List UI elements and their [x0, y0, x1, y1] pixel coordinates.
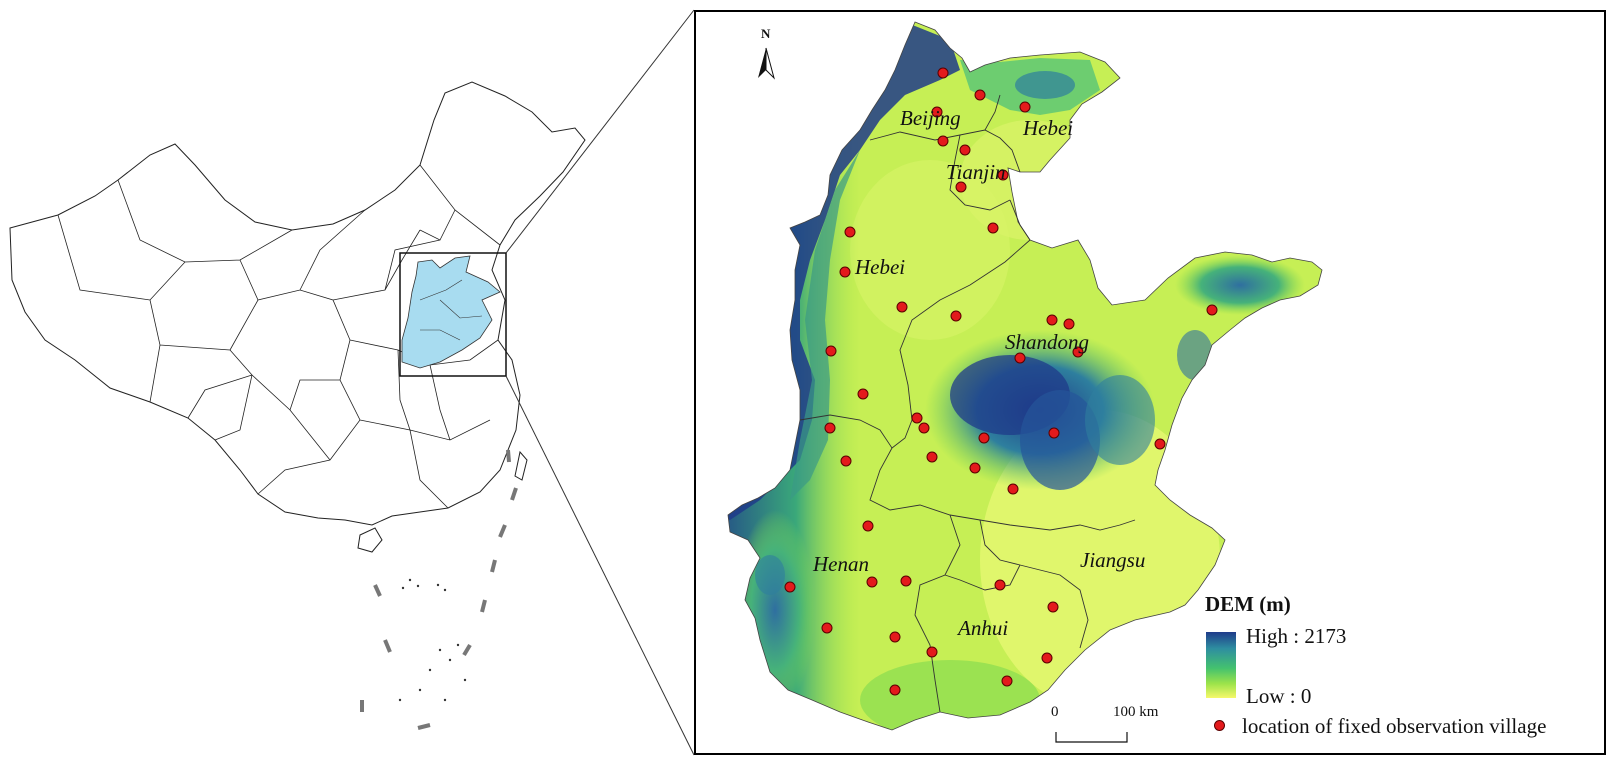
village-point [900, 575, 912, 587]
village-point [987, 222, 999, 234]
village-point [969, 462, 981, 474]
village-point [926, 451, 938, 463]
village-point [1154, 438, 1166, 450]
village-point [994, 579, 1006, 591]
village-point [911, 412, 923, 424]
village-points [784, 67, 1218, 696]
village-point [784, 581, 796, 593]
dem-raster [728, 22, 1322, 730]
village-point [844, 226, 856, 238]
island-dots [398, 578, 467, 702]
village-point [937, 135, 949, 147]
label-henan: Henan [813, 552, 869, 576]
label-tianjin: Tianjin [946, 160, 1006, 184]
legend-low-label: Low : 0 [1246, 684, 1312, 708]
village-point [1019, 101, 1031, 113]
village-point [825, 345, 837, 357]
north-arrow [758, 47, 775, 80]
village-point [1206, 304, 1218, 316]
label-hebei: Hebei [855, 255, 906, 279]
village-point [889, 684, 901, 696]
village-point [862, 520, 874, 532]
study-area-overview [401, 255, 501, 369]
village-point [857, 388, 869, 400]
study-area-provinces-overview [419, 279, 483, 341]
label-shandong: Shandong [1005, 330, 1089, 354]
legend-color-ramp [1206, 632, 1236, 698]
legend-village-symbol [1214, 720, 1225, 731]
village-point [1041, 652, 1053, 664]
village-point [978, 432, 990, 444]
label-jiangsu: Jiangsu [1080, 548, 1146, 572]
label-anhui: Anhui [958, 616, 1009, 640]
nine-dash-line [360, 449, 518, 730]
scale-bar [1055, 732, 1128, 743]
label-hebei-ne: Hebei [1023, 116, 1074, 140]
legend-village-label: location of fixed observation village [1242, 714, 1547, 738]
village-point [1048, 427, 1060, 439]
village-point [955, 181, 967, 193]
village-point [840, 455, 852, 467]
north-label: N [761, 26, 771, 41]
label-beijing: Beijing [900, 106, 961, 130]
village-point [824, 422, 836, 434]
village-point [1072, 346, 1084, 358]
village-point [1047, 601, 1059, 613]
connector-line-bottom [505, 375, 695, 756]
village-point [997, 169, 1009, 181]
village-point [937, 67, 949, 79]
village-point [1007, 483, 1019, 495]
village-point [974, 89, 986, 101]
scale-zero-label: 0 [1051, 704, 1059, 720]
connector-line-top [505, 9, 695, 254]
village-point [839, 266, 851, 278]
village-point [950, 310, 962, 322]
legend-high-label: High : 2173 [1246, 624, 1347, 648]
village-point [896, 301, 908, 313]
village-point [926, 646, 938, 658]
village-point [959, 144, 971, 156]
taiwan-outline [514, 450, 528, 481]
village-point [1001, 675, 1013, 687]
village-point [918, 422, 930, 434]
china-outline [9, 81, 586, 526]
village-point [1046, 314, 1058, 326]
china-overview-map [9, 81, 586, 730]
province-boundaries [799, 94, 1136, 713]
village-point [889, 631, 901, 643]
extent-box [399, 252, 507, 377]
hainan-outline [357, 527, 383, 553]
scale-distance-label: 100 km [1113, 704, 1159, 720]
village-point [1014, 352, 1026, 364]
village-point [1063, 318, 1075, 330]
village-point [931, 106, 943, 118]
village-point [866, 576, 878, 588]
legend-title: DEM (m) [1205, 592, 1291, 616]
village-point [821, 622, 833, 634]
